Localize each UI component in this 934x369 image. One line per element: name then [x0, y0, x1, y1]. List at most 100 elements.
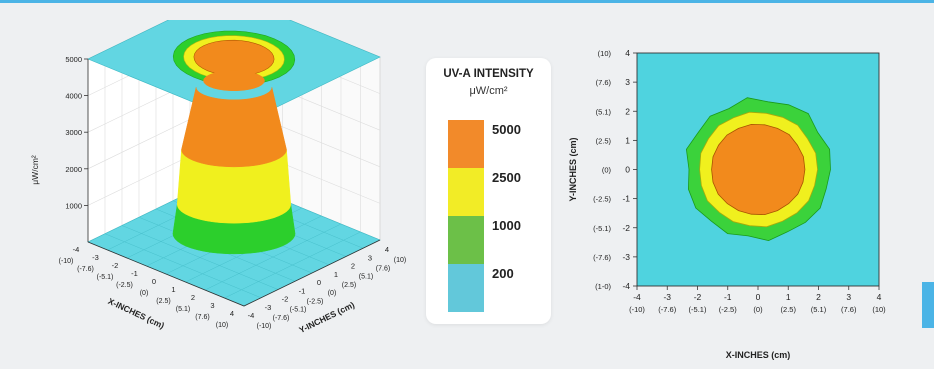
y-tick-label: 0 — [317, 278, 321, 287]
x-tick-label: 0 — [756, 292, 761, 302]
x-tick-label: -3 — [92, 253, 99, 262]
x-tick-label: 4 — [877, 292, 882, 302]
x-axis-label: X-INCHES (cm) — [726, 350, 791, 360]
x-tick-label-cm: (-7.6) — [658, 305, 676, 314]
x-tick-label-cm: (0) — [753, 305, 763, 314]
x-tick-label-cm: (-7.6) — [77, 266, 94, 273]
y-tick-label: -1 — [622, 194, 630, 204]
x-tick-label: 0 — [152, 277, 156, 286]
x-tick-label-cm: (7.6) — [841, 305, 857, 314]
x-tick-label: 4 — [230, 309, 234, 318]
y-tick-label: -4 — [622, 281, 630, 291]
surface-3d-chart: 1000 2000 3000 4000 5000 μW/cm² -4 (-10) -3 (-7.6… — [30, 0, 410, 350]
y-tick-label: 1 — [334, 270, 338, 279]
side-scroll-tab[interactable] — [922, 282, 934, 328]
x-tick-label-cm: (5.1) — [176, 306, 190, 313]
x-tick-label: 2 — [816, 292, 821, 302]
contour-2d-svg: -4 (-10) -3 (-7.6) -2 (-5.1) -1 (-2.5) 0 (0) 1 (2.5… — [568, 48, 886, 360]
x-tick-label: -1 — [724, 292, 732, 302]
x-tick-label-cm: (10) — [872, 305, 886, 314]
x-tick-label: 2 — [191, 293, 195, 302]
y-tick-label-cm: (5.1) — [596, 107, 612, 116]
y-tick-label-cm: (2.5) — [342, 282, 356, 289]
y-tick-label: -2 — [282, 295, 289, 304]
y-tick-label: 3 — [368, 253, 372, 262]
x-tick-label-cm: (-5.1) — [97, 274, 114, 281]
top-accent-bar — [0, 0, 934, 3]
y-tick-label-cm: (1-0) — [595, 282, 611, 291]
x-tick-label-cm: (5.1) — [811, 305, 827, 314]
z-tick-label: 2000 — [65, 165, 82, 174]
y-tick-label: 2 — [351, 262, 355, 271]
x-tick-label: 1 — [171, 285, 175, 294]
floor-grid-line — [224, 231, 361, 299]
y-tick-label-cm: (-5.1) — [593, 224, 611, 233]
x-tick-label-cm: (2.5) — [156, 298, 170, 305]
z-axis-label: μW/cm² — [30, 155, 40, 185]
y-tick-label: -3 — [265, 303, 272, 312]
legend-label-200: 200 — [492, 266, 514, 281]
x-tick-label: -1 — [131, 269, 138, 278]
y-tick-label: -3 — [622, 252, 630, 262]
y-tick-label-cm: (0) — [602, 166, 612, 175]
peak-band-5000 — [181, 87, 287, 168]
contour-2d-chart: -4 (-10) -3 (-7.6) -2 (-5.1) -1 (-2.5) 0 (0) 1 (2.5… — [560, 40, 900, 364]
x-tick-label-cm: (-2.5) — [116, 282, 133, 289]
y-tick-label: 4 — [385, 245, 389, 254]
legend-swatch-1000 — [448, 216, 484, 264]
y-tick-label-cm: (-7.6) — [593, 253, 611, 262]
y-tick-label: 0 — [625, 165, 630, 175]
x-tick-label: 1 — [786, 292, 791, 302]
legend-label-1000: 1000 — [492, 218, 521, 233]
x-tick-label-cm: (-10) — [629, 305, 645, 314]
legend-title: UV-A INTENSITY — [443, 68, 534, 80]
y-axis-label: Y-INCHES (cm) — [568, 137, 578, 201]
y-tick-label: 1 — [625, 135, 630, 145]
contour-level-2500 — [711, 123, 806, 216]
y-tick-label-cm: (-7.6) — [273, 315, 290, 322]
y-tick-label-cm: (7.6) — [376, 265, 390, 272]
y-tick-label-cm: (10) — [394, 257, 406, 264]
x-tick-label-cm: (-2.5) — [719, 305, 737, 314]
legend-swatch-5000 — [448, 120, 484, 168]
x-tick-label: -3 — [663, 292, 671, 302]
x-tick-label-cm: (10) — [216, 322, 228, 329]
y-tick-label: 3 — [625, 77, 630, 87]
y-tick-label-cm: (-2.5) — [593, 195, 611, 204]
legend-swatch-200 — [448, 264, 484, 312]
y-tick-label-cm: (-2.5) — [307, 298, 324, 305]
z-tick-label: 1000 — [65, 201, 82, 210]
y-tick-label-cm: (5.1) — [359, 274, 373, 281]
x-tick-label: 3 — [846, 292, 851, 302]
legend-card: UV-A INTENSITY μW/cm² 5000 2500 1000 200 — [426, 58, 551, 324]
x-tick-label-cm: (2.5) — [781, 305, 797, 314]
x-tick-label-cm: (-5.1) — [689, 305, 707, 314]
x-tick-label: -2 — [112, 261, 119, 270]
x-tick-label-cm: (0) — [140, 290, 149, 297]
x-tick-label-cm: (7.6) — [195, 314, 209, 321]
peak-cap — [203, 70, 265, 91]
x-tick-label-cm: (-10) — [59, 258, 74, 265]
y-tick-label-cm: (7.6) — [596, 78, 612, 87]
y-tick-label-cm: (0) — [328, 290, 337, 297]
x-tick-label: -4 — [633, 292, 641, 302]
y-tick-label: 4 — [625, 48, 630, 58]
x-tick-label: 3 — [210, 301, 214, 310]
base-axis-line — [87, 239, 381, 307]
z-tick-label: 5000 — [65, 55, 82, 64]
x-tick-label: -2 — [694, 292, 702, 302]
y-tick-label-cm: (2.5) — [596, 136, 612, 145]
y-tick-label-cm: (-5.1) — [290, 307, 307, 314]
y-tick-label: 2 — [625, 106, 630, 116]
legend-label-5000: 5000 — [492, 122, 521, 137]
y-tick-label: -2 — [622, 223, 630, 233]
y-tick-label: -4 — [248, 311, 255, 320]
x-tick-label: -4 — [73, 245, 80, 254]
z-tick-label: 3000 — [65, 128, 82, 137]
z-tick-label: 4000 — [65, 92, 82, 101]
y-tick-label: -1 — [299, 286, 306, 295]
y-tick-label-cm: (10) — [598, 49, 612, 58]
floor-grid-line — [204, 223, 342, 291]
legend-label-2500: 2500 — [492, 170, 521, 185]
